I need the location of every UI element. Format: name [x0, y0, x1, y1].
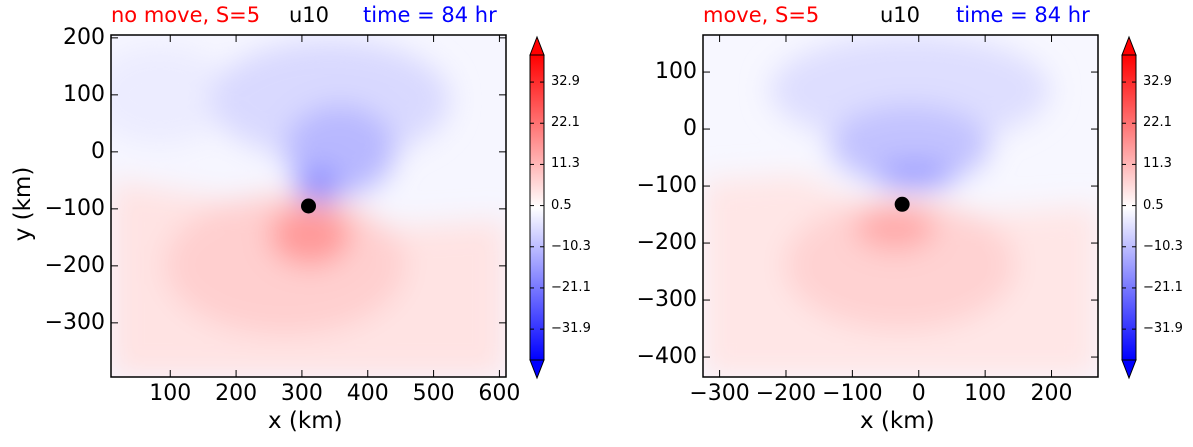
panel-1-colorbar-tick-label: −10.3 [551, 238, 591, 254]
panel-2-xtick-label: 100 [964, 381, 1007, 406]
panel-1-colorbar-tick-label: 11.3 [551, 156, 580, 172]
panel-2-colorbar-tick-label: 22.1 [1143, 115, 1172, 131]
panel-1-xtick-label: 500 [412, 381, 455, 406]
panel-2-positive-core [785, 200, 1015, 330]
panel-1-ytick-label: 100 [63, 81, 105, 107]
panel-1-xtick-label: 300 [280, 381, 323, 406]
panel-1-storm-center-marker [301, 198, 316, 214]
panel-2-x-axis-label: x (km) [860, 408, 935, 434]
panel-1-negative-max [296, 167, 340, 203]
panel-2-xtick-label: −200 [755, 381, 817, 406]
panel-2-storm-center-marker [894, 196, 910, 212]
panel-2-colorbar-tick-label: −10.3 [1143, 238, 1183, 254]
panel-2-title-left: move, S=5 [703, 3, 820, 27]
panel-1-ytick-label: −200 [44, 252, 105, 278]
panel-2-title-center: u10 [880, 3, 921, 27]
panel-2-ytick-label: −300 [636, 287, 697, 313]
panel-2-ytick-label: −200 [636, 230, 697, 256]
panel-1-ytick-label: 200 [63, 24, 105, 50]
panel-1-colorbar-tick-label: 32.9 [551, 74, 580, 90]
panel-2-colorbar-max-arrow [1121, 35, 1137, 56]
panel-2-positive-max [855, 206, 935, 250]
panel-2-colorbar-body [1121, 54, 1137, 361]
panel-2-colorbar-min-arrow [1121, 359, 1137, 380]
panel-2-negative-region [770, 35, 1050, 145]
panel-2-ytick-label: −100 [636, 173, 697, 199]
panel-1-xtick-label: 400 [346, 381, 389, 406]
panel-2-frame [702, 34, 1099, 378]
panel-2-colorbar-tick-label: −31.9 [1143, 321, 1183, 337]
panel-2-colorbar-tick-label: −21.1 [1143, 279, 1183, 295]
panel-1-xtick-label: 200 [215, 381, 258, 406]
panel-1-field [111, 35, 506, 377]
panel-1-frame [110, 34, 507, 378]
panel-1-title-center: u10 [289, 3, 330, 27]
panel-1-negative-region [210, 40, 450, 160]
panel-1-colorbar-tick-label: −21.1 [551, 279, 591, 295]
panel-1-positive-max [270, 205, 350, 265]
panel-1-title-left: no move, S=5 [111, 3, 261, 27]
panel-1-xtick-label: 100 [149, 381, 192, 406]
panel-2-xtick-label: 200 [1030, 381, 1073, 406]
panel-1-negative-west [111, 45, 230, 145]
panel-1-colorbar-body [529, 54, 545, 361]
panel-2-ytick-label: 100 [655, 59, 697, 85]
panel-1-ytick-label: −100 [44, 195, 105, 221]
panel-2-xtick-label: −100 [822, 381, 883, 406]
panel-2-colorbar-tick-label: 32.9 [1143, 74, 1172, 90]
panel-1-colorbar-tick-label: 22.1 [551, 115, 580, 131]
panel-2-field [703, 35, 1098, 377]
panel-1-colorbar-tick-label: 0.5 [551, 197, 572, 213]
panel-2-ytick-label: 0 [683, 116, 697, 142]
panel-2-negative-max [875, 161, 955, 189]
panel-1-title-right: time = 84 hr [363, 3, 497, 27]
panel-1-ytick-label: −300 [44, 309, 105, 335]
panel-2-colorbar-tick-label: 11.3 [1143, 156, 1172, 172]
panel-2-xtick-label: −300 [689, 381, 750, 406]
panel-2-colorbar-tick-label: 0.5 [1143, 197, 1164, 213]
panel-1-x-axis-label: x (km) [268, 408, 343, 434]
panel-2-xtick-label: 0 [911, 381, 926, 406]
panel-2-negative-core [830, 105, 990, 185]
panel-1-colorbar-min-arrow [529, 359, 545, 380]
panel-1-xtick-label: 600 [478, 381, 521, 406]
ticks-layer [111, 35, 1136, 377]
panel-1-colorbar-max-arrow [529, 35, 545, 56]
panel-2-colorbar [1121, 35, 1137, 380]
panel-1-ytick-label: 0 [91, 138, 105, 164]
panel-1-colorbar-tick-label: −31.9 [551, 321, 591, 337]
panel-2-ytick-label: −400 [636, 344, 697, 370]
panel-1-colorbar [529, 35, 545, 380]
panel-2-title-right: time = 84 hr [956, 3, 1090, 27]
